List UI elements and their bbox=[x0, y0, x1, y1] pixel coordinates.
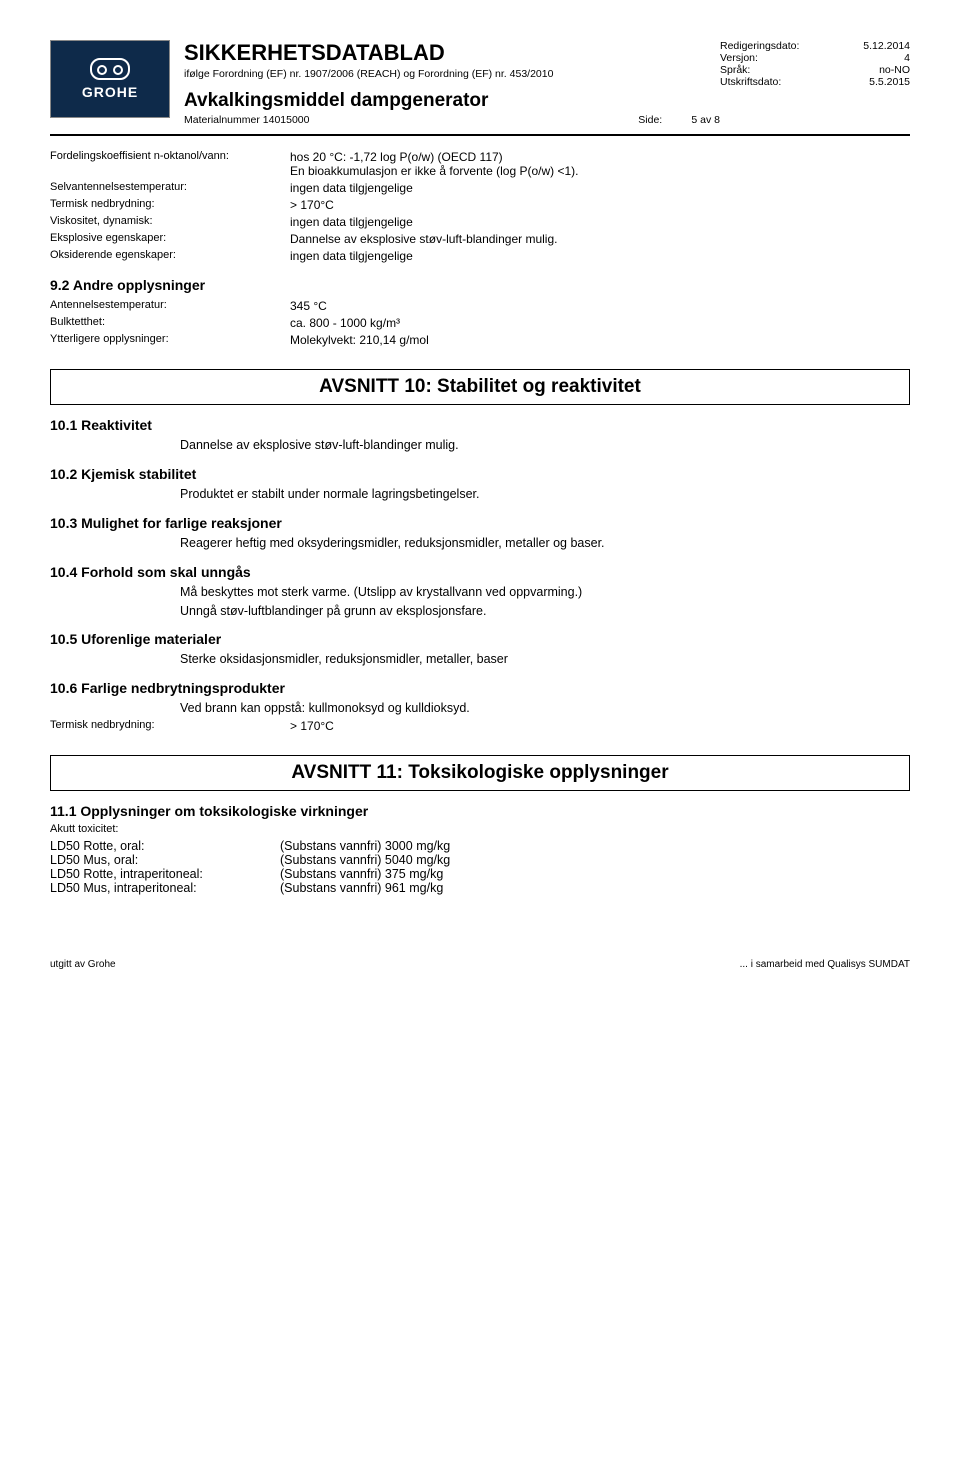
header-center: SIKKERHETSDATABLAD ifølge Forordning (EF… bbox=[184, 40, 720, 126]
material-row: Materialnummer 14015000 Side: 5 av 8 bbox=[184, 114, 720, 126]
term-decomp-value: > 170°C bbox=[290, 719, 910, 733]
logo: GROHE bbox=[50, 40, 170, 118]
lang-value: no-NO bbox=[879, 64, 910, 76]
side-label: Side: bbox=[638, 114, 662, 126]
footer-right: ... i samarbeid med Qualisys SUMDAT bbox=[740, 959, 910, 970]
section-10-3-title: 10.3 Mulighet for farlige reaksjoner bbox=[50, 515, 910, 531]
tox-label: LD50 Mus, intraperitoneal: bbox=[50, 881, 280, 895]
tox-label: LD50 Rotte, oral: bbox=[50, 839, 280, 853]
section-10-5-text: Sterke oksidasjonsmidler, reduksjonsmidl… bbox=[180, 651, 910, 668]
print-label: Utskriftsdato: bbox=[720, 76, 781, 88]
lang-label: Språk: bbox=[720, 64, 750, 76]
header: GROHE SIKKERHETSDATABLAD ifølge Forordni… bbox=[50, 40, 910, 136]
version-label: Versjon: bbox=[720, 52, 758, 64]
acute-tox-label: Akutt toxicitet: bbox=[50, 823, 910, 835]
prop-value: ingen data tilgjengelige bbox=[290, 249, 910, 263]
section-10-6-text: Ved brann kan oppstå: kullmonoksyd og ku… bbox=[180, 700, 910, 717]
product-title: Avkalkingsmiddel dampgenerator bbox=[184, 90, 720, 112]
side-value: 5 av 8 bbox=[691, 114, 720, 126]
tox-value: (Substans vannfri) 5040 mg/kg bbox=[280, 853, 450, 867]
tox-value: (Substans vannfri) 961 mg/kg bbox=[280, 881, 443, 895]
section-10-4-text2: Unngå støv-luftblandinger på grunn av ek… bbox=[180, 603, 910, 620]
property-grid-92: Antennelsestemperatur:345 °C Bulktetthet… bbox=[50, 299, 910, 347]
section-10-3-text: Reagerer heftig med oksyderingsmidler, r… bbox=[180, 535, 910, 552]
prop-value: Molekylvekt: 210,14 g/mol bbox=[290, 333, 910, 347]
tox-label: LD50 Mus, oral: bbox=[50, 853, 280, 867]
section-10-5-title: 10.5 Uforenlige materialer bbox=[50, 631, 910, 647]
section-9-2-title: 9.2 Andre opplysninger bbox=[50, 277, 910, 293]
section-10-2-title: 10.2 Kjemisk stabilitet bbox=[50, 466, 910, 482]
property-grid-1: Fordelingskoeffisient n-oktanol/vann:hos… bbox=[50, 150, 910, 263]
prop-label: Selvantennelsestemperatur: bbox=[50, 181, 290, 195]
tox-grid: LD50 Rotte, oral:(Substans vannfri) 3000… bbox=[50, 839, 910, 895]
section-10-1-title: 10.1 Reaktivitet bbox=[50, 417, 910, 433]
section-10-4-text1: Må beskyttes mot sterk varme. (Utslipp a… bbox=[180, 584, 910, 601]
term-decomp-label: Termisk nedbrydning: bbox=[50, 719, 290, 733]
footer: utgitt av Grohe ... i samarbeid med Qual… bbox=[50, 955, 910, 970]
section-10-6-title: 10.6 Farlige nedbrytningsprodukter bbox=[50, 680, 910, 696]
prop-value: 345 °C bbox=[290, 299, 910, 313]
section-11-1-title: 11.1 Opplysninger om toksikologiske virk… bbox=[50, 803, 910, 819]
prop-label: Fordelingskoeffisient n-oktanol/vann: bbox=[50, 150, 290, 178]
prop-value: ca. 800 - 1000 kg/m³ bbox=[290, 316, 910, 330]
prop-value: ingen data tilgjengelige bbox=[290, 215, 910, 229]
prop-label: Bulktetthet: bbox=[50, 316, 290, 330]
edit-value: 5.12.2014 bbox=[863, 40, 910, 52]
page: GROHE SIKKERHETSDATABLAD ifølge Forordni… bbox=[0, 0, 960, 1000]
header-meta: Redigeringsdato: 5.12.2014 Versjon: 4 Språ… bbox=[720, 40, 910, 88]
footer-left: utgitt av Grohe bbox=[50, 959, 116, 970]
section-10-1-text: Dannelse av eksplosive støv-luft-blandin… bbox=[180, 437, 910, 454]
prop-value: ingen data tilgjengelige bbox=[290, 181, 910, 195]
prop-value: hos 20 °C: -1,72 log P(o/w) (OECD 117)En… bbox=[290, 150, 910, 178]
prop-label: Antennelsestemperatur: bbox=[50, 299, 290, 313]
version-value: 4 bbox=[904, 52, 910, 64]
prop-label: Oksiderende egenskaper: bbox=[50, 249, 290, 263]
doc-subtitle: ifølge Forordning (EF) nr. 1907/2006 (RE… bbox=[184, 68, 720, 80]
doc-title: SIKKERHETSDATABLAD bbox=[184, 40, 720, 66]
prop-value: > 170°C bbox=[290, 198, 910, 212]
print-value: 5.5.2015 bbox=[869, 76, 910, 88]
tox-label: LD50 Rotte, intraperitoneal: bbox=[50, 867, 280, 881]
prop-label: Termisk nedbrydning: bbox=[50, 198, 290, 212]
material-number: Materialnummer 14015000 bbox=[184, 114, 310, 126]
prop-label: Viskositet, dynamisk: bbox=[50, 215, 290, 229]
prop-label: Eksplosive egenskaper: bbox=[50, 232, 290, 246]
section-10-2-text: Produktet er stabilt under normale lagri… bbox=[180, 486, 910, 503]
logo-icon bbox=[90, 58, 130, 80]
tox-value: (Substans vannfri) 375 mg/kg bbox=[280, 867, 443, 881]
logo-text: GROHE bbox=[82, 84, 138, 100]
prop-label: Ytterligere opplysninger: bbox=[50, 333, 290, 347]
side-block: Side: 5 av 8 bbox=[638, 114, 720, 126]
tox-value: (Substans vannfri) 3000 mg/kg bbox=[280, 839, 450, 853]
section-10-4-title: 10.4 Forhold som skal unngås bbox=[50, 564, 910, 580]
section-10-title: AVSNITT 10: Stabilitet og reaktivitet bbox=[50, 369, 910, 405]
prop-value: Dannelse av eksplosive støv-luft-blandin… bbox=[290, 232, 910, 246]
section-11-title: AVSNITT 11: Toksikologiske opplysninger bbox=[50, 755, 910, 791]
edit-label: Redigeringsdato: bbox=[720, 40, 799, 52]
